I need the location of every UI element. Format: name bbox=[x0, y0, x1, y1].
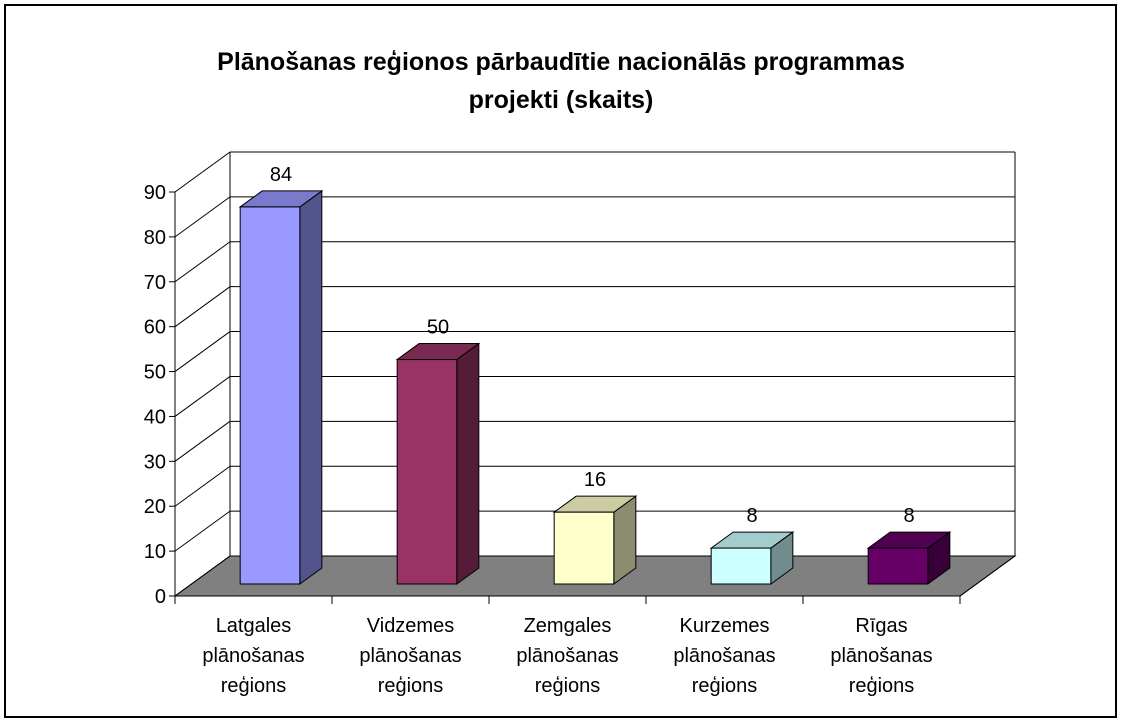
grid-line-side bbox=[174, 465, 231, 507]
x-tick-label: Latgales plānošanas reģions bbox=[202, 615, 304, 697]
value-label: 8 bbox=[746, 505, 757, 527]
y-tick-label: 70 bbox=[144, 272, 166, 294]
bar bbox=[396, 359, 458, 585]
grid-line-side bbox=[174, 241, 231, 283]
grid-line-side bbox=[174, 555, 231, 597]
x-tick-label: Rīgas plānošanas reģions bbox=[830, 615, 932, 697]
y-tick-label: 0 bbox=[155, 586, 166, 608]
x-tick-label: Kurzemes plānošanas reģions bbox=[673, 615, 775, 697]
x-tick-label: Vidzemes plānošanas reģions bbox=[359, 615, 461, 697]
value-label: 50 bbox=[427, 317, 449, 339]
grid-line-side bbox=[174, 286, 231, 328]
x-tick-label: Zemgales plānošanas reģions bbox=[516, 615, 618, 697]
y-tick-label: 30 bbox=[144, 451, 166, 473]
bar-side bbox=[456, 342, 480, 585]
y-tick-label: 20 bbox=[144, 496, 166, 518]
grid-line-side bbox=[174, 510, 231, 552]
y-tick-label: 10 bbox=[144, 541, 166, 563]
chart-title: Plānošanas reģionos pārbaudītie nacionāl… bbox=[217, 48, 905, 114]
grid-line-side bbox=[174, 376, 231, 417]
y-tick-label: 90 bbox=[144, 182, 166, 204]
y-tick-label: 50 bbox=[144, 362, 166, 384]
y-tick-label: 80 bbox=[144, 227, 166, 249]
bar bbox=[239, 206, 301, 585]
bar bbox=[710, 547, 772, 585]
y-tick-label: 60 bbox=[144, 317, 166, 339]
y-tick-label: 40 bbox=[144, 406, 166, 428]
bar-side bbox=[299, 189, 323, 585]
value-label: 84 bbox=[270, 164, 292, 186]
floor-right-edge bbox=[959, 555, 1016, 597]
value-label: 16 bbox=[584, 469, 606, 491]
grid-line-side bbox=[174, 331, 231, 372]
grid-line-side bbox=[174, 196, 231, 238]
bar bbox=[553, 511, 615, 585]
grid-line-side bbox=[174, 420, 231, 462]
grid-line-side bbox=[174, 151, 231, 193]
bar bbox=[867, 547, 929, 585]
value-label: 8 bbox=[903, 505, 914, 527]
